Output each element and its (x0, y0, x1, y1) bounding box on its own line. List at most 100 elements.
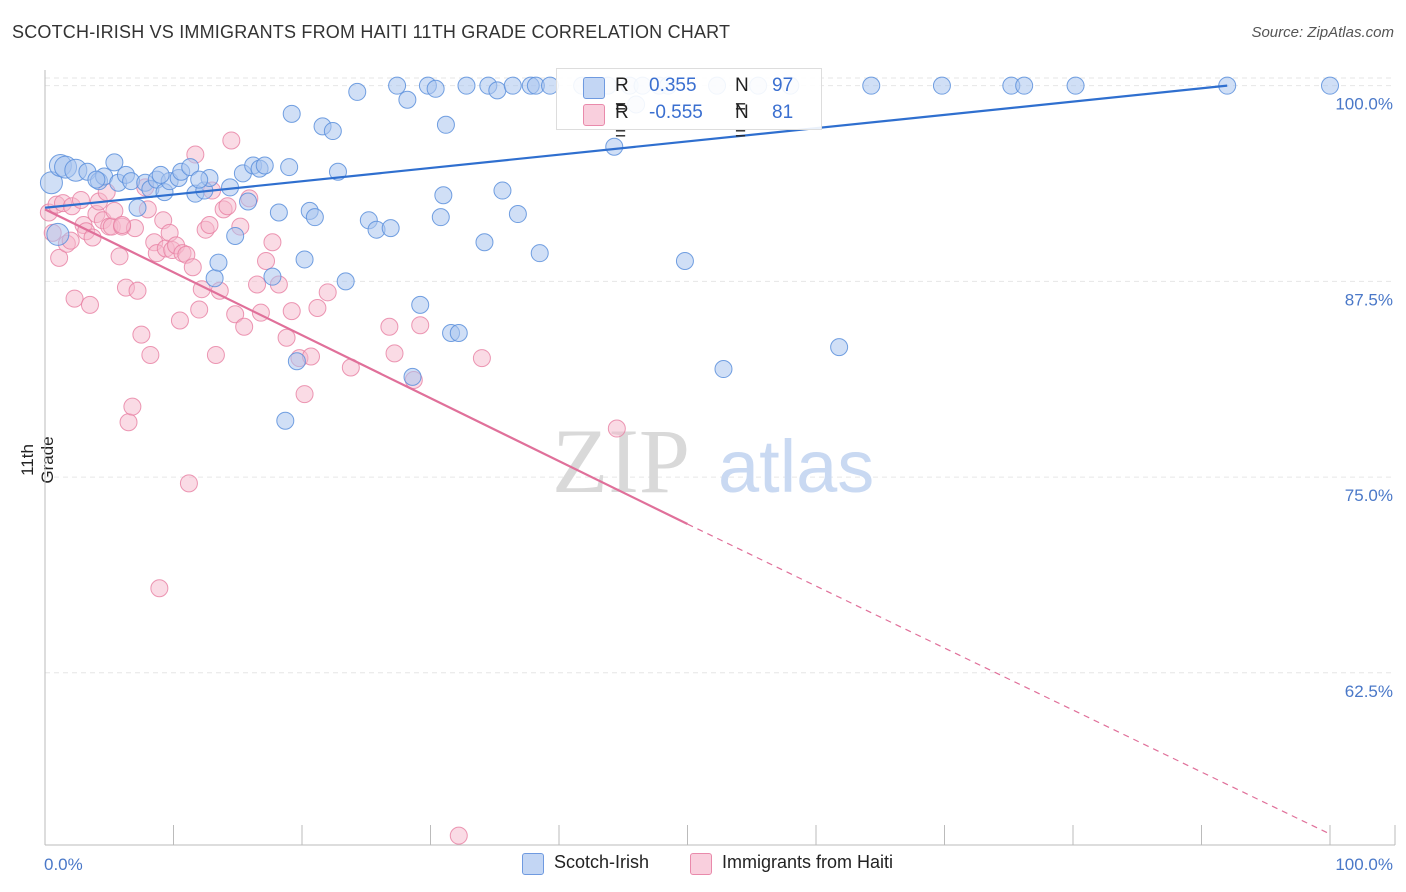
trend-lines (44, 84, 1331, 835)
y-tick-label: 87.5% (1345, 290, 1393, 309)
haiti-point (248, 275, 267, 294)
haiti-point (385, 344, 404, 363)
trend-line-haiti (44, 208, 688, 526)
scotch-irish-point (280, 158, 299, 177)
scotch-irish-point (403, 367, 422, 386)
scotch-irish-point (488, 81, 507, 100)
scotch-irish-point (239, 192, 258, 211)
scotch-irish-point (190, 170, 209, 189)
series-haiti-points (39, 131, 626, 845)
scotch-irish-point (1321, 76, 1339, 95)
haiti-point (226, 305, 245, 324)
legend-swatch-blue (583, 77, 605, 99)
haiti-point (449, 826, 468, 845)
haiti-point (123, 397, 142, 416)
axes (44, 70, 1396, 846)
scotch-irish-point (714, 360, 733, 379)
scotch-irish-point (493, 181, 512, 200)
scotch-irish-point (181, 158, 200, 177)
legend-n-label: N = (735, 75, 749, 118)
haiti-point (190, 300, 209, 319)
scotch-irish-point (457, 76, 476, 95)
scotch-irish-point (128, 198, 147, 217)
legend-swatch-haiti (690, 853, 712, 875)
haiti-point (218, 197, 237, 216)
haiti-point (200, 216, 219, 234)
haiti-point (472, 349, 491, 368)
scotch-irish-point (411, 295, 430, 314)
y-tick-label: 100.0% (1335, 95, 1393, 114)
legend-n-value: 81 (772, 102, 794, 123)
scotch-irish-point (475, 233, 494, 252)
haiti-point (607, 419, 626, 438)
scotch-irish-point (862, 76, 881, 95)
scotch-irish-point (932, 76, 951, 95)
haiti-point (170, 311, 189, 330)
haiti-point (277, 328, 296, 347)
scotch-irish-point (436, 115, 455, 134)
haiti-point (179, 474, 198, 493)
legend-stats: R = 0.355 N = 97 R = -0.555 N = 81 (556, 68, 822, 145)
haiti-point (235, 317, 254, 336)
scotch-irish-point (105, 153, 124, 172)
trend-line-scotch-irish (44, 84, 1228, 209)
scotch-irish-point (348, 82, 367, 101)
haiti-point (71, 190, 90, 209)
haiti-point (141, 345, 160, 364)
legend-r-value: -0.555 (649, 102, 703, 123)
legend-r-label: R = (615, 102, 629, 145)
scotch-irish-point (1015, 76, 1034, 95)
scotch-irish-point (46, 222, 70, 246)
tick-labels: 62.5% 75.0% 87.5% 100.0% 0.0% 100.0% (44, 95, 1393, 874)
watermark: ZIP atlas (552, 410, 874, 512)
y-tick-label: 62.5% (1345, 682, 1393, 701)
watermark-atlas: atlas (718, 425, 874, 508)
scotch-irish-point (305, 208, 324, 227)
haiti-point (110, 247, 129, 266)
scotch-irish-point (1066, 76, 1085, 95)
chart-source: Source: ZipAtlas.com (1251, 24, 1394, 41)
haiti-point (263, 233, 282, 252)
haiti-point (308, 298, 327, 317)
scotch-irish-point (530, 244, 549, 263)
legend-swatch-pink (583, 104, 605, 126)
haiti-point (65, 289, 84, 308)
scotch-irish-point (381, 219, 400, 238)
scotch-irish-point (449, 324, 468, 343)
legend-swatch-scotch-irish (522, 853, 544, 875)
scotch-irish-point (205, 269, 224, 288)
chart-title: SCOTCH-IRISH VS IMMIGRANTS FROM HAITI 11… (12, 22, 731, 42)
haiti-point (132, 325, 151, 344)
scotch-irish-point (336, 272, 355, 291)
legend-series: Scotch-Irish Immigrants from Haiti (0, 852, 1406, 878)
scotch-irish-point (287, 352, 306, 371)
x-tick-label: 100.0% (1335, 855, 1393, 874)
scotch-irish-point (503, 76, 522, 95)
scotch-irish-point (87, 170, 106, 189)
haiti-point (411, 316, 430, 335)
x-tick-label: 0.0% (44, 855, 83, 874)
trend-line-haiti-extension (687, 523, 1331, 835)
scotch-irish-point (276, 411, 295, 430)
haiti-point (257, 252, 276, 271)
scotch-irish-point (675, 252, 694, 271)
scotch-irish-point (263, 267, 282, 286)
scotch-irish-point (426, 79, 445, 98)
scotch-irish-point (508, 205, 527, 224)
legend-n-value: 97 (772, 75, 794, 96)
scotch-irish-point (151, 165, 170, 184)
legend-r-label: R = (615, 75, 629, 118)
haiti-point (282, 302, 301, 321)
haiti-point (183, 258, 202, 277)
haiti-point (80, 295, 99, 314)
legend-label-scotch-irish: Scotch-Irish (554, 852, 650, 872)
haiti-point (380, 317, 399, 336)
scotch-irish-point (209, 253, 228, 272)
haiti-point (318, 283, 337, 302)
haiti-point (113, 216, 132, 234)
scotch-irish-point (388, 76, 407, 95)
haiti-point (295, 385, 314, 404)
scotch-irish-point (605, 137, 624, 156)
scotch-irish-point (269, 203, 288, 222)
